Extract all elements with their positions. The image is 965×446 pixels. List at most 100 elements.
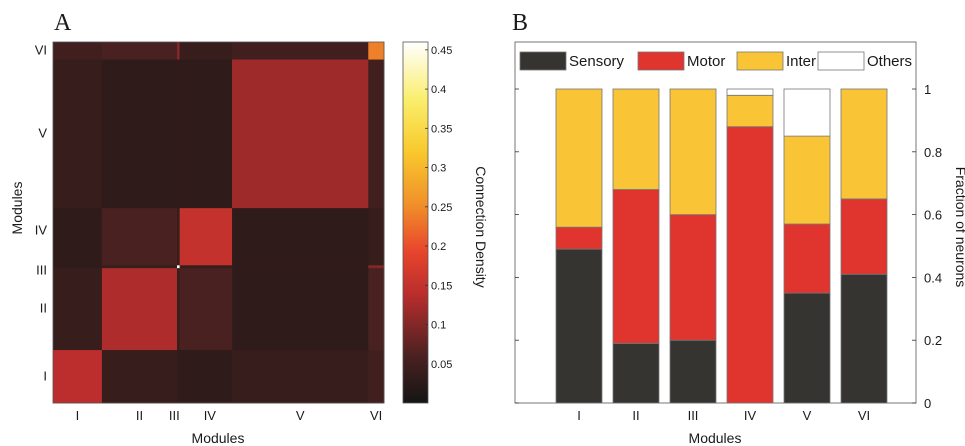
bar-ytick-label: 0.2: [924, 333, 942, 348]
legend-label-inter: Inter: [786, 53, 816, 70]
bar-xtick-v: V: [803, 408, 812, 423]
bar-ytick-label: 0.8: [924, 145, 942, 160]
heatmap-xtick-iii: III: [169, 408, 180, 423]
colorbar-label: Connection Density: [473, 166, 489, 287]
bar-inter-v: [783, 135, 831, 225]
heatmap-cell-iii-vi: [368, 264, 385, 269]
heatmap-cell-i-vi: [368, 349, 385, 404]
heatmap-xtick-v: V: [296, 408, 305, 423]
colorbar-tick-label: 0.25: [431, 202, 452, 214]
colorbar-tick-label: 0.15: [431, 280, 452, 292]
bar-ytick-label: 0.4: [924, 270, 942, 285]
heatmap-cell-v-ii: [101, 59, 178, 209]
colorbar-tick-label: 0.45: [431, 45, 452, 57]
heatmap-cell-iv-iii: [177, 207, 181, 266]
heatmap-cell-i-iii: [177, 349, 181, 404]
heatmap-cell-ii-iii: [177, 267, 181, 351]
heatmap-cell-v-iii: [177, 59, 181, 209]
heatmap-cell-i-v: [232, 349, 369, 404]
heatmap-cell-ii-v: [232, 267, 369, 351]
colorbar-tick-label: 0.05: [431, 359, 452, 371]
heatmap-frame: [52, 41, 385, 404]
heatmap-ytick-v: V: [38, 125, 47, 140]
heatmap-cell-v-iv: [179, 59, 233, 209]
bar-xtick-i: I: [577, 408, 581, 423]
heatmap-cell-vi-v: [232, 42, 369, 60]
bar-ytick-label: 0: [924, 396, 931, 411]
bar-motor-iii: [669, 214, 717, 341]
bar-xtick-iv: IV: [744, 408, 757, 423]
heatmap-cell-iv-vi: [368, 207, 385, 266]
heatmap-cell-ii-vi: [368, 267, 385, 351]
heatmap-cell-i-i: [53, 349, 103, 404]
heatmap-cell-ii-i: [53, 267, 103, 351]
bar-inter-iv: [726, 94, 774, 128]
legend-label-motor: Motor: [687, 53, 725, 70]
heatmap-cell-ii-ii: [101, 267, 178, 351]
heatmap-xtick-vi: VI: [370, 408, 382, 423]
heatmap-cell-vi-iii: [177, 42, 181, 60]
bar-sensory-i: [555, 248, 603, 404]
heatmap-cell-iv-iv: [179, 207, 233, 266]
heatmap-ytick-ii: II: [40, 301, 47, 316]
heatmap-cell-vi-ii: [101, 42, 178, 60]
bar-xlabel: Modules: [689, 430, 742, 446]
heatmap-cell-i-ii: [101, 349, 178, 404]
heatmap-cell-i-iv: [179, 349, 233, 404]
heatmap-xtick-iv: IV: [204, 408, 217, 423]
heatmap-ytick-iv: IV: [35, 222, 48, 237]
heatmap-cell-v-v: [232, 59, 369, 209]
bar-ytick-label: 0.6: [924, 208, 942, 223]
heatmap-xlabel: Modules: [192, 430, 245, 446]
bar-xtick-ii: II: [632, 408, 639, 423]
bar-sensory-v: [783, 292, 831, 404]
heatmap-cell-iii-v: [232, 264, 369, 269]
bar-sensory-vi: [840, 273, 888, 404]
heatmap-cell-ii-iv: [179, 267, 233, 351]
bar-inter-vi: [840, 88, 888, 200]
heatmap-cell-iii-ii: [101, 264, 178, 269]
bar-motor-iv: [726, 126, 774, 404]
heatmap-xtick-ii: II: [136, 408, 143, 423]
heatmap-ytick-iii: III: [36, 262, 47, 277]
legend-swatch-others: [817, 51, 865, 71]
stacked-bars: [555, 88, 888, 404]
bar-xtick-vi: VI: [858, 408, 870, 423]
heatmap-cell-iv-i: [53, 207, 103, 266]
colorbar-ticks: 0.05 0.1 0.15 0.2 0.25 0.3 0.35 0.4 0.45: [425, 45, 452, 371]
heatmap-cell-iv-v: [232, 207, 369, 266]
bar-ylabel: Fraction of neurons: [953, 167, 965, 288]
bar-motor-i: [555, 226, 603, 250]
legend-swatch-inter: [736, 51, 784, 71]
bar-ytick-label: 1: [924, 82, 931, 97]
colorbar-tick-label: 0.35: [431, 123, 452, 135]
heatmap-cell-vi-iv: [179, 42, 233, 60]
panel-b-label: B: [512, 10, 528, 36]
bar-inter-ii: [612, 88, 660, 190]
legend-label-others: Others: [867, 53, 912, 70]
bar-motor-ii: [612, 189, 660, 344]
bar-inter-iii: [669, 88, 717, 215]
panel-a-label: A: [54, 10, 72, 36]
heatmap-cell-iv-ii: [101, 207, 178, 266]
heatmap-cells: [53, 42, 385, 404]
colorbar-tick-label: 0.2: [431, 241, 446, 253]
bar-others-v: [783, 88, 831, 137]
colorbar: [402, 41, 429, 404]
bar-y-ticks: 0 0.2 0.4 0.6 0.8 1: [515, 82, 942, 411]
bar-xtick-iii: III: [688, 408, 699, 423]
colorbar-tick-label: 0.3: [431, 163, 446, 175]
heatmap-cell-iii-iii: [177, 264, 181, 269]
heatmap-cell-v-vi: [368, 59, 385, 209]
bar-motor-v: [783, 223, 831, 294]
heatmap-cell-vi-i: [53, 42, 103, 60]
legend-swatch-motor: [637, 51, 685, 71]
legend-label-sensory: Sensory: [569, 53, 625, 70]
bar-motor-vi: [840, 198, 888, 275]
bar-x-tick-labels: I II III IV V VI: [577, 408, 870, 423]
heatmap-ylabel: Modules: [9, 182, 25, 235]
bar-sensory-ii: [612, 342, 660, 404]
heatmap-xtick-i: I: [76, 408, 80, 423]
